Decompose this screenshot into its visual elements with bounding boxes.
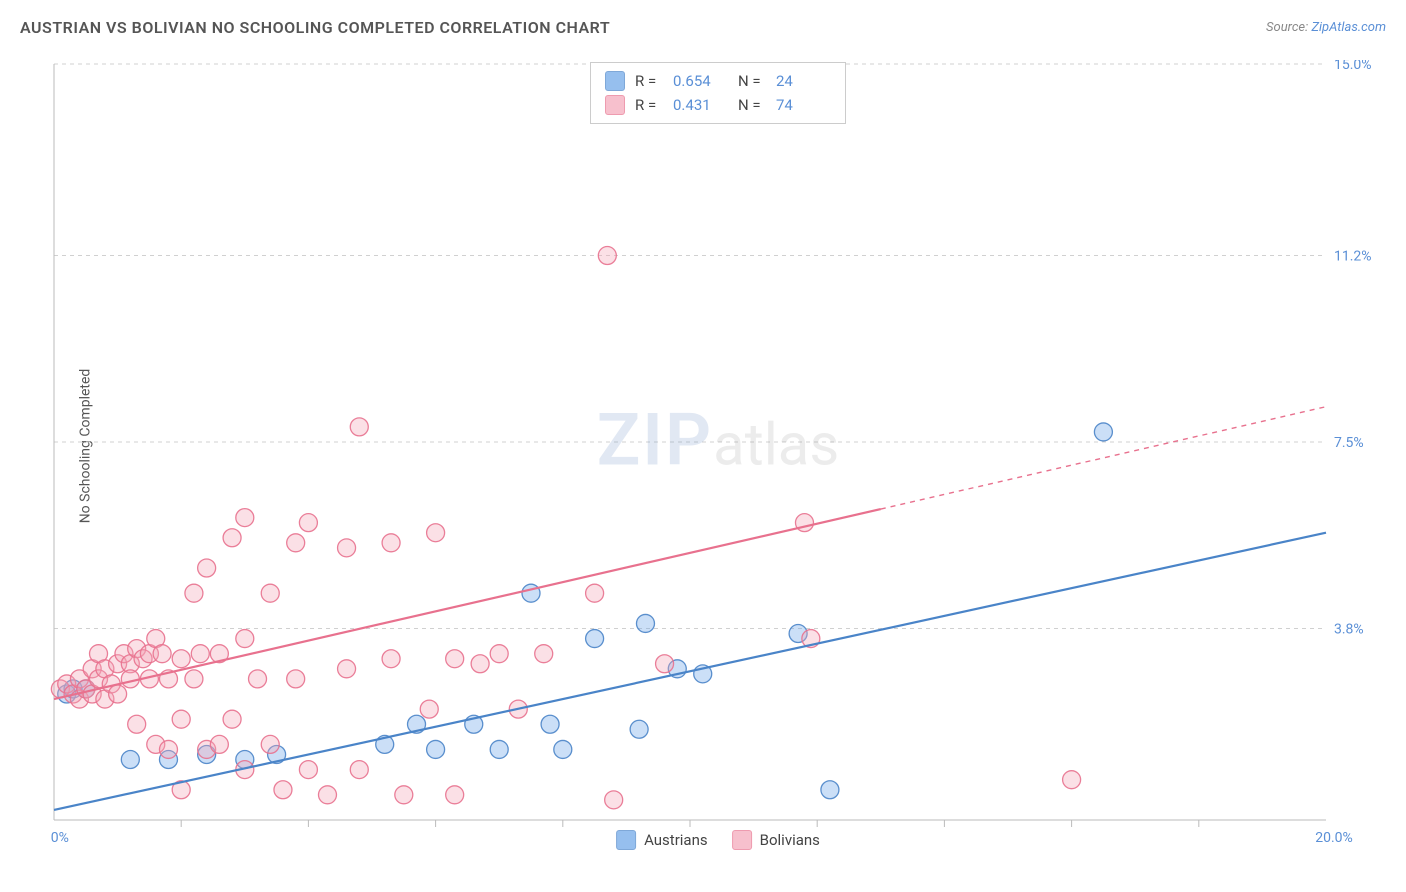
chart-title: AUSTRIAN VS BOLIVIAN NO SCHOOLING COMPLE… [20, 18, 610, 37]
stats-legend: R = 0.654 N = 24 R = 0.431 N = 74 [590, 62, 846, 124]
plot-area: 3.8%7.5%11.2%15.0%0.0%20.0% ZIPatlas R =… [50, 60, 1386, 852]
data-point [223, 710, 241, 728]
data-point [236, 630, 254, 648]
data-point [191, 645, 209, 663]
data-point [223, 529, 241, 547]
n-value: 74 [776, 93, 831, 117]
source-link[interactable]: ZipAtlas.com [1311, 20, 1386, 35]
data-point [1063, 771, 1081, 789]
data-point [159, 740, 177, 758]
data-point [128, 715, 146, 733]
data-point [395, 786, 413, 804]
data-point [287, 670, 305, 688]
data-point [338, 660, 356, 678]
data-point [109, 685, 127, 703]
data-point [172, 710, 190, 728]
trend-line-extrapolated [881, 407, 1326, 509]
data-point [185, 584, 203, 602]
data-point [299, 514, 317, 532]
y-tick-label: 15.0% [1334, 60, 1372, 73]
r-label: R = [635, 69, 663, 93]
r-label: R = [635, 93, 663, 117]
data-point [446, 786, 464, 804]
legend-label: Bolivians [760, 831, 820, 849]
x-tick-label: 20.0% [1315, 830, 1353, 846]
y-tick-label: 7.5% [1334, 435, 1364, 451]
data-point [121, 751, 139, 769]
y-tick-label: 11.2% [1334, 249, 1372, 265]
trend-line [54, 533, 1326, 810]
trend-line [54, 509, 881, 699]
r-value: 0.654 [673, 69, 728, 93]
legend-swatch [605, 71, 625, 91]
data-point [198, 559, 216, 577]
data-point [554, 740, 572, 758]
data-point [172, 650, 190, 668]
data-point [261, 735, 279, 753]
data-point [446, 650, 464, 668]
legend-swatch [605, 95, 625, 115]
data-point [605, 791, 623, 809]
data-point [490, 645, 508, 663]
source-attribution: Source: ZipAtlas.com [1266, 20, 1386, 35]
series-legend: Austrians Bolivians [616, 830, 820, 850]
scatter-plot-svg: 3.8% 7.5% 11.2% 15.0% 0.0% 20.0% [50, 60, 1386, 852]
data-point [630, 720, 648, 738]
y-tick-label: 3.8% [1334, 621, 1364, 637]
data-point [261, 584, 279, 602]
data-point [382, 650, 400, 668]
stats-legend-row: R = 0.431 N = 74 [605, 93, 831, 117]
data-point [299, 761, 317, 779]
r-value: 0.431 [673, 93, 728, 117]
data-point [586, 630, 604, 648]
data-point [636, 614, 654, 632]
data-point [471, 655, 489, 673]
data-point [535, 645, 553, 663]
data-point [274, 781, 292, 799]
data-point [586, 584, 604, 602]
data-point [350, 418, 368, 436]
data-point [236, 509, 254, 527]
legend-item: Bolivians [732, 830, 820, 850]
data-point [153, 645, 171, 663]
n-label: N = [738, 93, 766, 117]
data-point [382, 534, 400, 552]
legend-item: Austrians [616, 830, 708, 850]
legend-label: Austrians [644, 831, 708, 849]
data-point [121, 670, 139, 688]
legend-swatch [732, 830, 752, 850]
data-point [249, 670, 267, 688]
data-point [210, 735, 228, 753]
data-point [420, 700, 438, 718]
data-point [338, 539, 356, 557]
source-label: Source: [1266, 20, 1308, 35]
data-point [287, 534, 305, 552]
data-point [656, 655, 674, 673]
data-point [427, 740, 445, 758]
n-label: N = [738, 69, 766, 93]
data-point [185, 670, 203, 688]
legend-swatch [616, 830, 636, 850]
data-point [490, 740, 508, 758]
data-point [427, 524, 445, 542]
stats-legend-row: R = 0.654 N = 24 [605, 69, 831, 93]
data-point [318, 786, 336, 804]
data-point [1094, 423, 1112, 441]
n-value: 24 [776, 69, 831, 93]
x-tick-label: 0.0% [50, 830, 69, 846]
data-point [598, 247, 616, 265]
data-point [541, 715, 559, 733]
data-point [350, 761, 368, 779]
data-point [821, 781, 839, 799]
